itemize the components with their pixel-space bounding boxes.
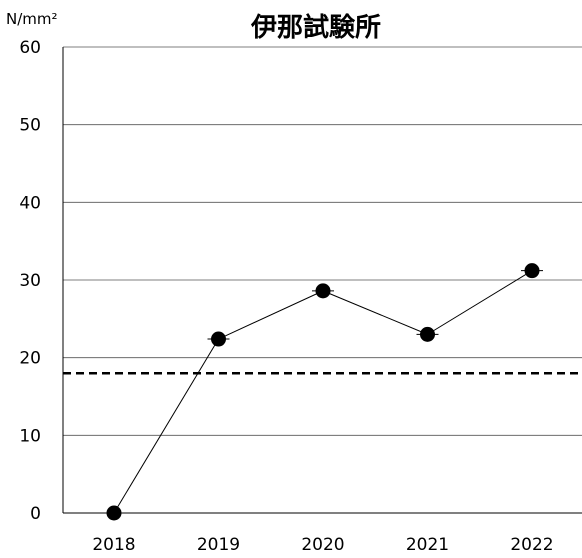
data-point-2018: [106, 505, 122, 521]
x-tick-labels: 2018 2019 2020 2021 2022: [92, 535, 553, 555]
series-segment-2019-2020: [218, 290, 324, 340]
x-tick-label-2022: 2022: [510, 535, 553, 555]
y-tick-label-30: 30: [19, 271, 41, 291]
series-line: [113, 270, 533, 514]
y-tick-label-40: 40: [19, 193, 41, 213]
data-point-2019: [211, 331, 226, 347]
y-axis-unit: N/mm²: [6, 10, 58, 28]
y-tick-label-10: 10: [19, 426, 41, 446]
y-tick-label-0: 0: [30, 504, 41, 524]
x-tick-label-2019: 2019: [197, 535, 240, 555]
data-point-2020: [315, 283, 331, 299]
y-tick-label-20: 20: [19, 349, 41, 369]
y-tick-label-60: 60: [19, 38, 41, 58]
data-point-2022: [524, 263, 540, 279]
x-tick-label-2021: 2021: [406, 535, 449, 555]
data-point-2021: [420, 326, 435, 342]
y-tick-label-50: 50: [19, 116, 41, 136]
chart-title: 伊那試験所: [250, 12, 381, 43]
series-segment-2018-2019: [113, 338, 219, 514]
gridlines: [63, 46, 582, 436]
series-markers: [103, 263, 543, 521]
x-tick-label-2018: 2018: [92, 535, 135, 555]
series-segment-2020-2021: [322, 290, 428, 335]
y-tick-labels: 0 10 20 30 40 50 60: [19, 38, 41, 524]
series-segment-2021-2022: [427, 270, 533, 335]
x-tick-label-2020: 2020: [301, 535, 344, 555]
